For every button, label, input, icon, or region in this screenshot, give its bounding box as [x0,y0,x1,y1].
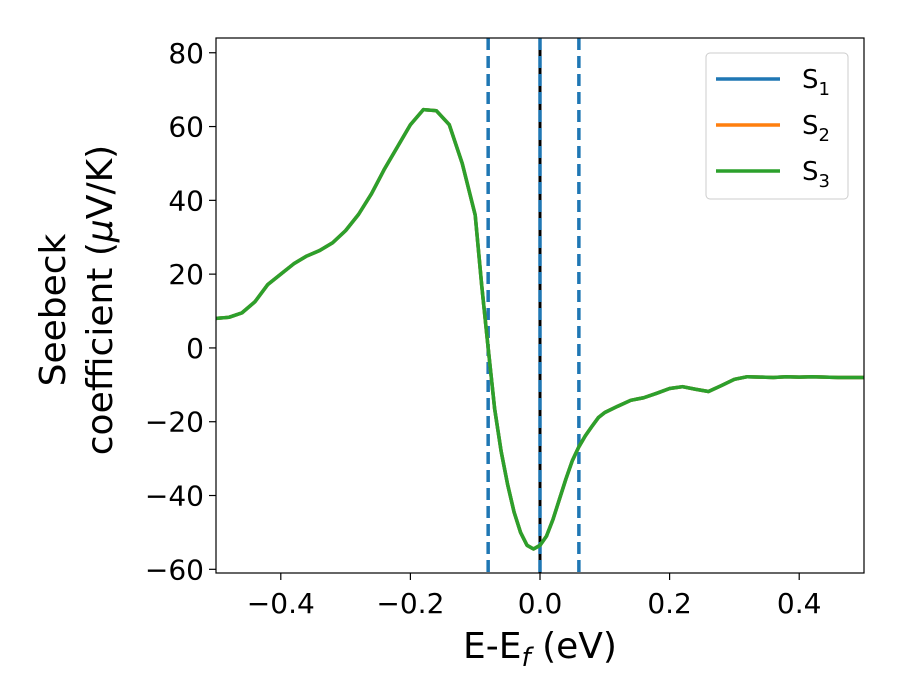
legend: S1 S2 S3 [705,52,849,200]
y-tick-label: 20 [168,258,204,291]
x-axis-label: E-Ef (eV) [463,626,617,673]
y-tick-label: −20 [145,406,204,439]
y-tick-label: −40 [145,480,204,513]
x-tick-label: 0.4 [777,587,822,620]
vertical-lines [486,38,581,573]
series-line-s3 [216,107,864,551]
y-tick-label: 60 [168,111,204,144]
x-tick-label: −0.2 [376,587,444,620]
y-axis-label-line2: coefficient (μV/K) [80,145,121,455]
y-tick-label: −60 [145,553,204,586]
x-axis-ticks: −0.4 −0.2 0.0 0.2 0.4 [247,573,822,620]
legend-label-s2: S2 [802,111,830,146]
x-tick-label: 0.0 [518,587,563,620]
x-tick-label: 0.2 [647,587,692,620]
series-lines [216,107,864,551]
y-tick-label: 40 [168,184,204,217]
legend-label-s1: S1 [802,65,830,100]
x-tick-label: −0.4 [247,587,315,620]
y-tick-label: 0 [186,332,204,365]
legend-label-s3: S3 [802,157,830,192]
y-tick-label: 80 [168,37,204,70]
y-axis-ticks: −60 −40 −20 0 20 40 60 80 [145,37,216,586]
y-axis-label-line1: Seebeck [33,233,74,386]
